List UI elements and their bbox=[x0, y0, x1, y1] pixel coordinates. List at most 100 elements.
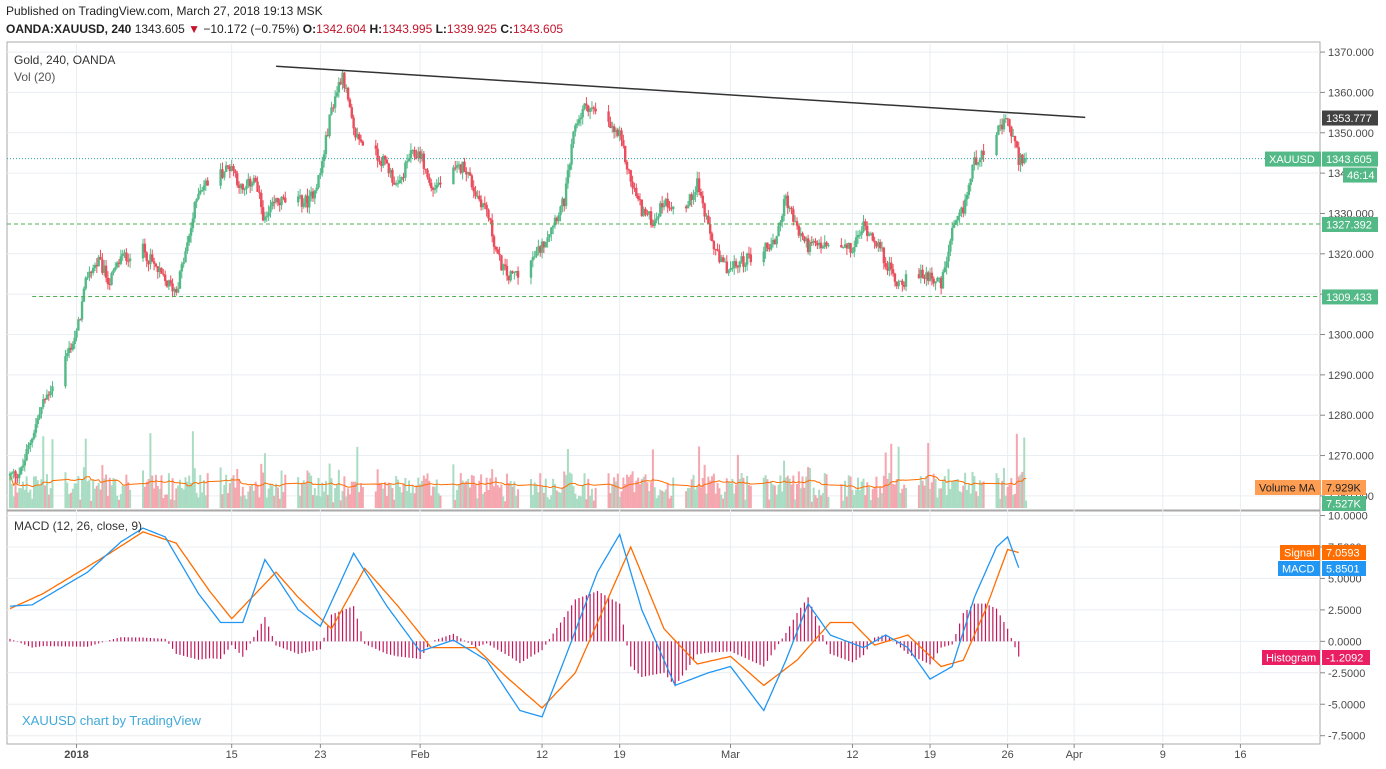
volume-bar bbox=[766, 479, 769, 508]
time-tick-label: 2018 bbox=[64, 749, 88, 761]
candle-body bbox=[775, 236, 778, 245]
candle-body bbox=[581, 109, 584, 118]
volume-bar bbox=[587, 478, 590, 508]
candle-body bbox=[263, 216, 267, 221]
candle-body bbox=[954, 220, 958, 225]
candle-body bbox=[409, 150, 413, 159]
volume-bar bbox=[461, 480, 464, 508]
volume-bar bbox=[566, 448, 569, 508]
volume-bar bbox=[493, 486, 496, 508]
volume-ma-value-badge: 7.929K bbox=[1326, 483, 1362, 495]
candle-body bbox=[572, 131, 575, 145]
volume-bar bbox=[348, 494, 351, 508]
candle-body bbox=[583, 103, 586, 110]
volume-bar bbox=[539, 473, 542, 508]
candle-body bbox=[503, 264, 507, 266]
candle-body bbox=[376, 148, 379, 161]
volume-bar bbox=[454, 499, 457, 508]
volume-bar bbox=[267, 488, 270, 508]
volume-bar bbox=[899, 492, 902, 508]
candle-body bbox=[880, 247, 884, 249]
volume-bar bbox=[101, 465, 104, 508]
candle-body bbox=[311, 191, 315, 199]
candle-body bbox=[178, 271, 182, 289]
candle-body bbox=[884, 263, 887, 268]
volume-bar bbox=[936, 497, 939, 508]
volume-bar bbox=[376, 469, 379, 508]
change-value: −10.172 (−0.75%) bbox=[203, 22, 300, 36]
candle-body bbox=[43, 399, 47, 401]
volume-bar bbox=[690, 479, 693, 508]
volume-bar bbox=[249, 486, 252, 508]
candle-body bbox=[104, 265, 108, 278]
volume-bar bbox=[156, 485, 159, 508]
volume-bar bbox=[967, 484, 970, 508]
volume-bar bbox=[703, 464, 706, 508]
volume-bar bbox=[542, 492, 545, 508]
candle-body bbox=[962, 207, 965, 214]
candle-body bbox=[269, 206, 272, 213]
candle-body bbox=[474, 191, 477, 197]
volume-bar bbox=[951, 481, 954, 508]
volume-bar bbox=[99, 489, 102, 508]
volume-bar bbox=[818, 489, 821, 508]
main-pane[interactable] bbox=[6, 41, 1321, 511]
signal-name-badge-bg bbox=[1280, 545, 1320, 560]
candle-body bbox=[627, 169, 631, 171]
candle-body bbox=[768, 247, 771, 250]
candle-body bbox=[973, 157, 976, 165]
candle-body bbox=[1023, 158, 1026, 164]
candle-body bbox=[250, 183, 254, 187]
candle-body bbox=[1002, 119, 1006, 130]
candle-body bbox=[688, 194, 692, 206]
candle-body bbox=[1017, 147, 1020, 165]
volume-bar bbox=[282, 492, 285, 508]
candle-body bbox=[400, 177, 403, 181]
candle-body bbox=[261, 207, 265, 221]
volume-ma-name-badge: Volume MA bbox=[1259, 483, 1316, 495]
candle-body bbox=[127, 260, 130, 262]
volume-bar bbox=[969, 493, 972, 508]
candle-body bbox=[99, 256, 102, 260]
candle-body bbox=[587, 105, 590, 112]
volume-bar bbox=[655, 498, 658, 508]
volume-bar bbox=[164, 494, 167, 508]
candle-body bbox=[672, 206, 675, 210]
candle-body bbox=[873, 240, 876, 243]
volume-bar bbox=[705, 493, 708, 508]
candle-body bbox=[725, 261, 729, 274]
time-tick-label: 12 bbox=[536, 749, 548, 761]
volume-bar bbox=[849, 476, 852, 508]
volume-bar bbox=[772, 484, 774, 508]
volume-bar bbox=[18, 488, 21, 508]
volume-bar bbox=[82, 467, 85, 508]
candle-body bbox=[827, 244, 830, 246]
volume-bar bbox=[504, 501, 507, 508]
volume-bar bbox=[95, 485, 98, 508]
volume-bar bbox=[544, 478, 547, 508]
candle-body bbox=[337, 82, 341, 93]
candle-body bbox=[969, 178, 972, 185]
candle-body bbox=[703, 203, 706, 217]
candle-body bbox=[897, 281, 900, 287]
candle-body bbox=[742, 256, 745, 267]
volume-bar bbox=[97, 483, 100, 508]
volume-bar bbox=[627, 476, 630, 508]
volume-bar bbox=[241, 486, 244, 508]
candle-body bbox=[141, 243, 145, 259]
volume-bar bbox=[762, 477, 765, 508]
candle-body bbox=[254, 177, 257, 182]
volume-bar bbox=[71, 488, 74, 508]
candle-body bbox=[793, 221, 797, 223]
candle-body bbox=[895, 281, 898, 287]
candle-body bbox=[348, 99, 352, 108]
candle-body bbox=[470, 175, 474, 188]
candle-body bbox=[638, 199, 642, 201]
volume-bar bbox=[642, 476, 645, 508]
candle-body bbox=[241, 184, 244, 190]
volume-bar bbox=[529, 479, 532, 508]
candle-body bbox=[304, 195, 307, 204]
candle-body bbox=[428, 177, 431, 183]
candle-body bbox=[158, 267, 161, 273]
